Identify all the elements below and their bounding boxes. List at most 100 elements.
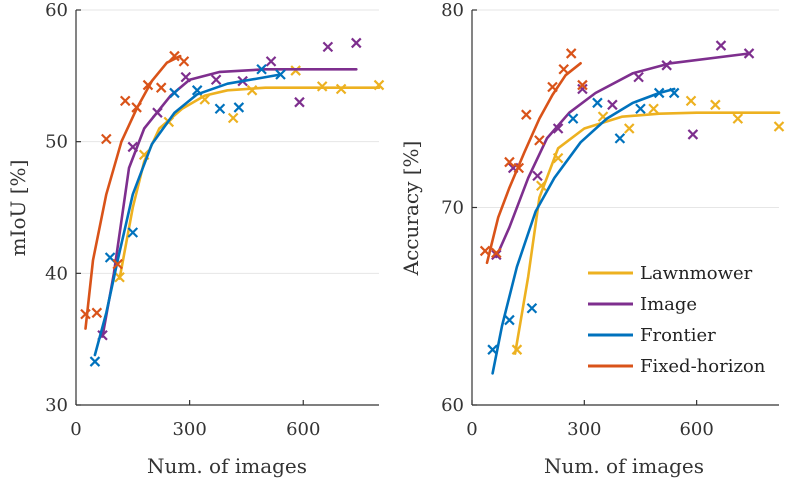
left-marker-frontier	[169, 87, 180, 99]
left-marker-fixed-horizon	[112, 258, 123, 270]
right-y-axis-label: Accuracy [%]	[399, 141, 423, 277]
left-x-tick-label: 300	[172, 419, 206, 440]
left-marker-fixed-horizon	[155, 82, 167, 93]
left-marker-image	[265, 56, 277, 67]
right-marker-lawnmower	[552, 152, 564, 164]
right-x-tick-label: 0	[466, 419, 477, 440]
right-x-tick-label: 600	[679, 419, 713, 440]
legend-label-lawnmower: Lawnmower	[640, 263, 753, 284]
right-marker-frontier	[567, 113, 579, 124]
left-marker-image	[294, 96, 305, 108]
left-marker-lawnmower	[373, 79, 385, 91]
left-series-line-lawnmower	[118, 86, 381, 280]
right-marker-frontier	[668, 87, 680, 99]
left-marker-lawnmower	[227, 112, 239, 124]
right-x-axis-label: Num. of images	[544, 454, 704, 478]
right-marker-frontier	[614, 133, 626, 144]
right-marker-image	[715, 40, 727, 51]
right-marker-image	[607, 99, 618, 111]
legend-label-fixed-horizon: Fixed-horizon	[640, 356, 766, 377]
right-marker-fixed-horizon	[534, 135, 545, 146]
left-series-line-fixed-horizon	[84, 54, 182, 330]
right-marker-lawnmower	[773, 121, 785, 132]
left-marker-frontier	[127, 227, 139, 238]
right-marker-fixed-horizon	[479, 245, 491, 257]
right-marker-image	[633, 71, 644, 83]
right-marker-lawnmower	[710, 99, 721, 111]
left-marker-fixed-horizon	[101, 133, 112, 145]
right-marker-fixed-horizon	[565, 48, 577, 59]
right-series-line-fixed-horizon	[485, 61, 582, 265]
right-marker-frontier	[487, 344, 498, 355]
right-marker-lawnmower	[685, 95, 697, 107]
right-marker-fixed-horizon	[577, 79, 588, 91]
right-marker-image	[687, 129, 699, 140]
right-plot-area: 60 70 80 0 300 600	[441, 0, 785, 440]
left-y-tick-label: 50	[45, 132, 68, 153]
left-marker-image	[127, 141, 139, 153]
right-marker-fixed-horizon	[521, 109, 532, 120]
right-y-tick-label: 70	[441, 198, 464, 219]
left-marker-frontier	[89, 356, 101, 367]
left-marker-frontier	[214, 103, 226, 115]
left-marker-image	[180, 71, 192, 83]
left-marker-image	[210, 74, 222, 86]
right-marker-fixed-horizon	[547, 81, 558, 93]
legend-label-frontier: Frontier	[640, 325, 716, 346]
left-marker-fixed-horizon	[178, 56, 190, 67]
right-marker-lawnmower	[535, 180, 547, 192]
right-marker-image	[491, 249, 502, 261]
left-marker-fixed-horizon	[91, 307, 103, 319]
right-series-line-image	[494, 52, 751, 259]
right-marker-image	[532, 170, 543, 182]
left-marker-frontier	[275, 69, 286, 80]
right-marker-frontier	[526, 302, 538, 314]
right-marker-lawnmower	[648, 103, 659, 115]
left-x-axis-label: Num. of images	[147, 454, 307, 478]
right-marker-frontier	[592, 97, 603, 109]
left-marker-lawnmower	[199, 94, 211, 105]
right-marker-fixed-horizon	[558, 63, 570, 75]
right-marker-image	[661, 60, 672, 71]
left-marker-fixed-horizon	[169, 50, 180, 62]
left-series-line-image	[101, 68, 358, 338]
right-marker-frontier	[635, 103, 646, 115]
right-marker-frontier	[653, 87, 665, 99]
legend: Lawnmower Image Frontier Fixed-horizon	[578, 253, 797, 381]
left-marker-fixed-horizon	[142, 79, 154, 91]
left-marker-lawnmower	[316, 81, 328, 92]
left-marker-fixed-horizon	[119, 95, 131, 107]
left-marker-lawnmower	[335, 83, 347, 95]
left-marker-frontier	[233, 102, 245, 113]
left-x-tick-label: 0	[70, 419, 81, 440]
right-marker-image	[552, 123, 564, 134]
left-marker-frontier	[256, 63, 267, 75]
left-marker-lawnmower	[246, 85, 258, 96]
right-marker-lawnmower	[623, 123, 635, 134]
right-series-line-frontier	[491, 87, 676, 375]
left-y-tick-label: 30	[45, 395, 68, 416]
left-series-line-frontier	[93, 73, 282, 357]
left-y-axis-label: mIoU [%]	[6, 160, 30, 257]
left-marker-lawnmower	[114, 272, 125, 283]
right-y-tick-label: 60	[441, 395, 464, 416]
left-y-tick-label: 40	[45, 263, 68, 284]
right-x-tick-label: 300	[567, 419, 601, 440]
left-x-tick-label: 600	[286, 419, 320, 440]
right-marker-image	[743, 48, 755, 59]
left-marker-fixed-horizon	[80, 308, 91, 320]
right-marker-fixed-horizon	[504, 156, 515, 168]
right-marker-frontier	[504, 314, 515, 326]
left-marker-fixed-horizon	[131, 102, 142, 113]
right-marker-fixed-horizon	[491, 247, 502, 259]
left-marker-image	[350, 37, 362, 49]
left-y-tick-label: 60	[45, 0, 68, 21]
left-marker-frontier	[191, 85, 203, 96]
right-y-tick-label: 80	[441, 0, 464, 21]
legend-label-image: Image	[640, 294, 697, 315]
left-marker-image	[322, 41, 334, 53]
